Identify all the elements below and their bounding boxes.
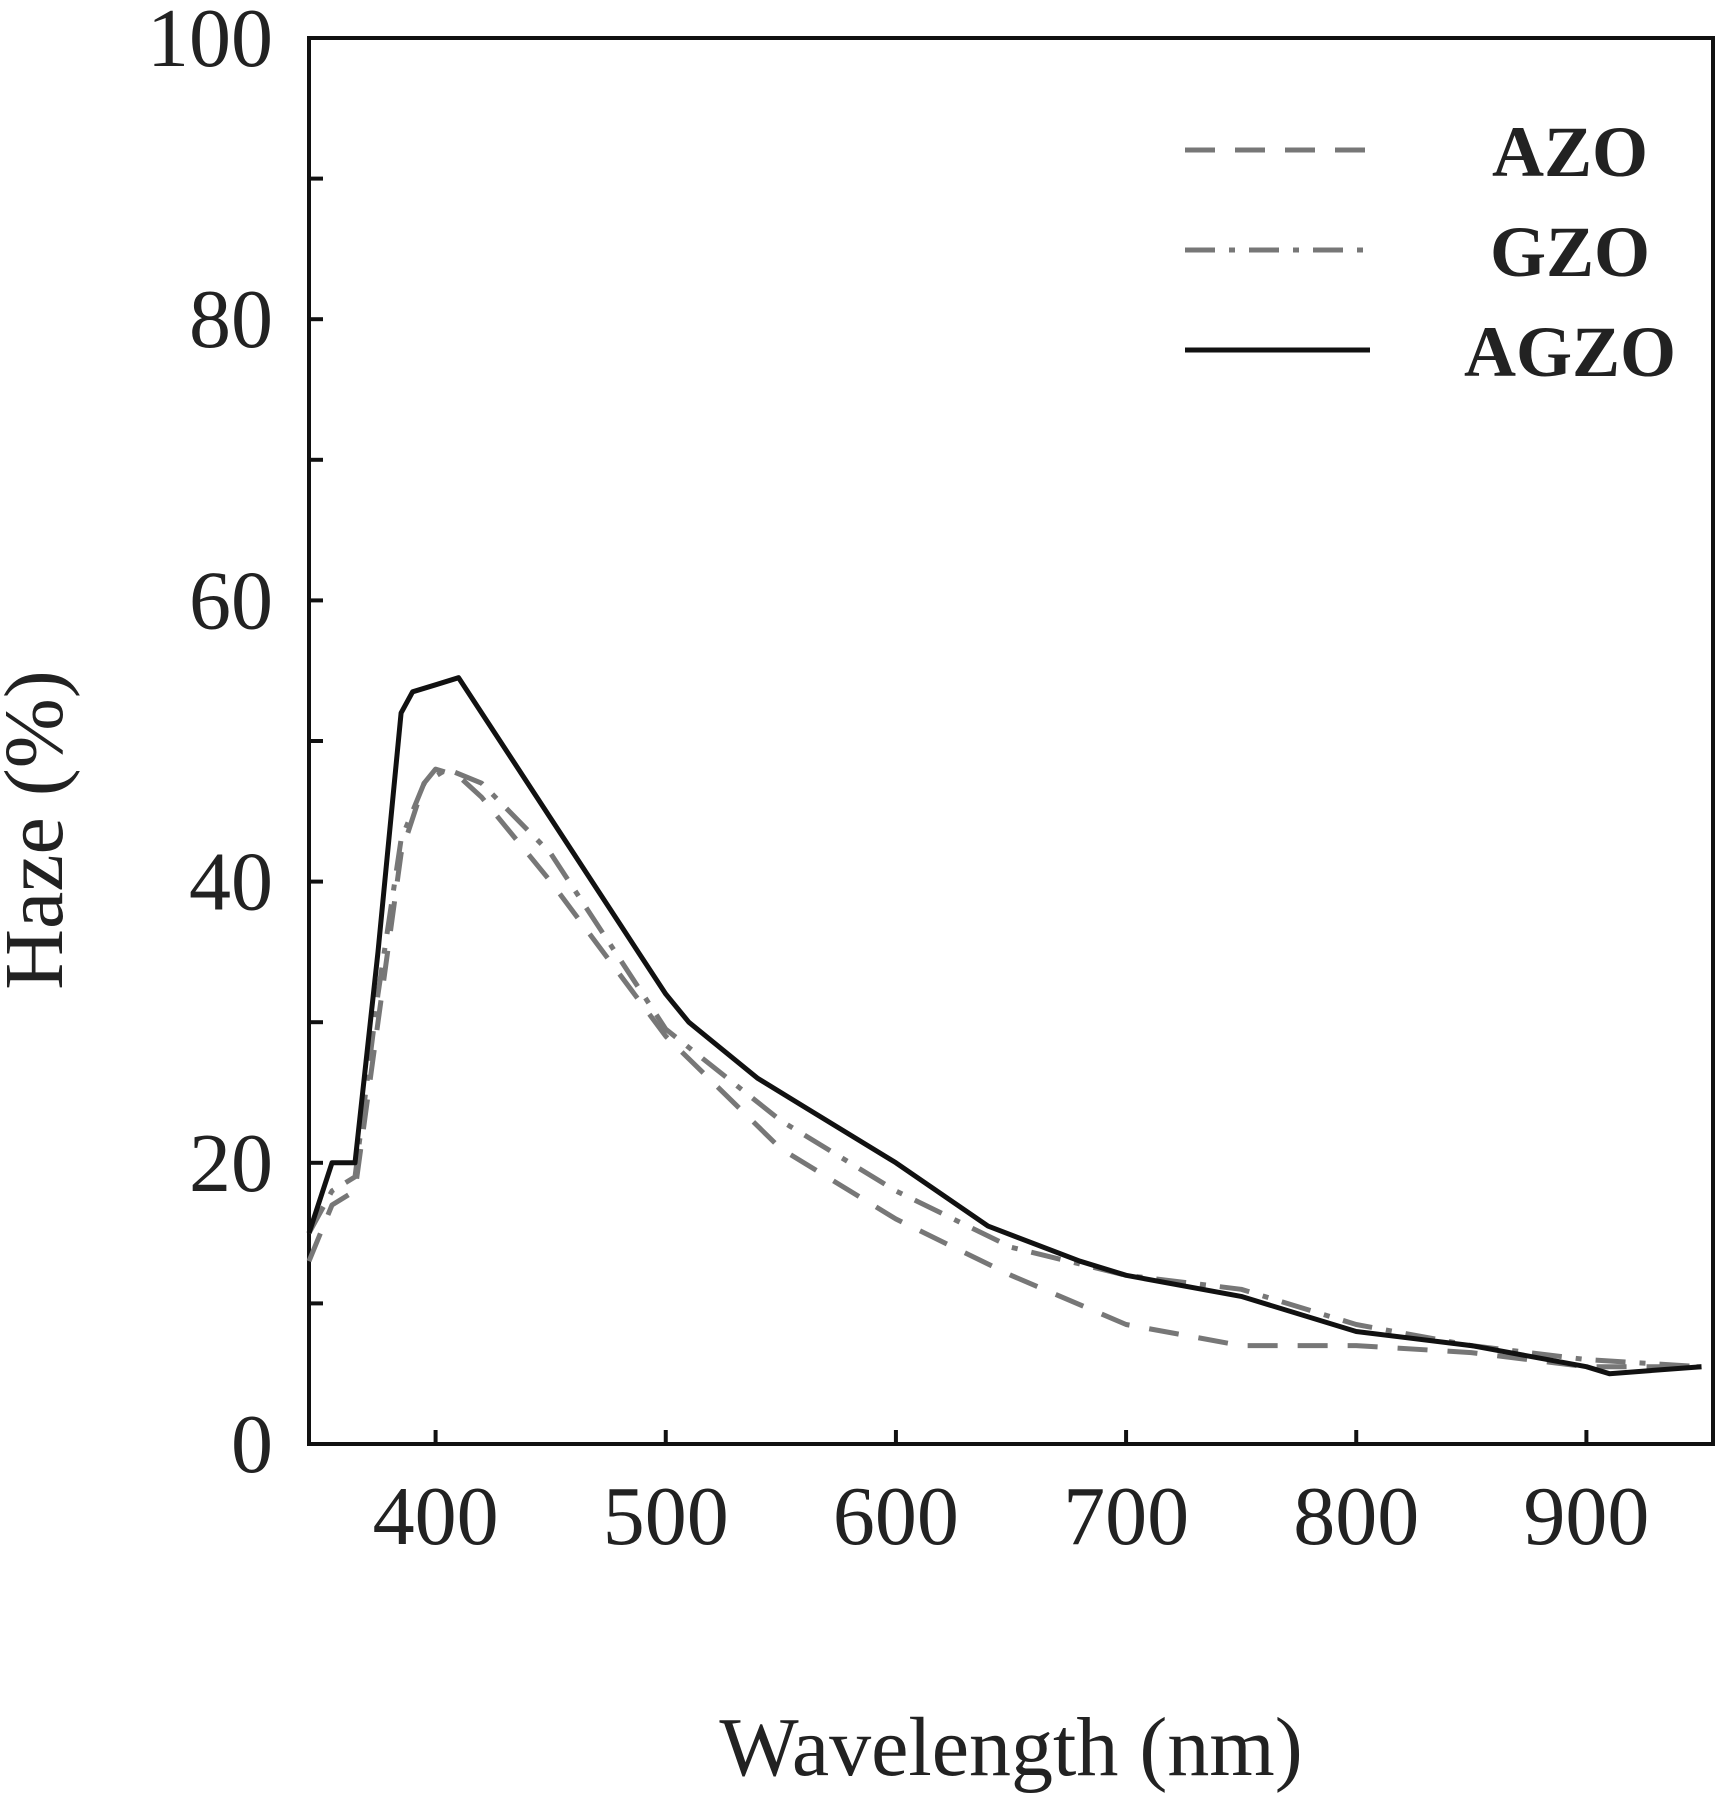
x-tick-label: 900 <box>1523 1470 1649 1563</box>
x-axis-ticks: 400 500 600 700 800 900 <box>373 1430 1649 1563</box>
x-tick-label: 800 <box>1293 1470 1419 1563</box>
y-tick-label: 100 <box>147 0 273 85</box>
series-lines <box>306 675 1702 1377</box>
series-line-agzo <box>306 675 1702 1377</box>
y-tick-label: 60 <box>189 554 273 647</box>
legend: AZO GZO AGZO <box>1185 112 1676 392</box>
x-tick-label: 500 <box>603 1470 729 1563</box>
y-tick-label: 0 <box>231 1398 273 1491</box>
series-line-gzo <box>306 766 1702 1370</box>
x-tick-label: 400 <box>373 1470 499 1563</box>
x-tick-label: 700 <box>1063 1470 1189 1563</box>
legend-label-gzo: GZO <box>1490 212 1650 292</box>
y-tick-label: 20 <box>189 1117 273 1210</box>
y-tick-label: 40 <box>189 836 273 929</box>
legend-label-agzo: AGZO <box>1464 312 1676 392</box>
x-tick-label: 600 <box>833 1470 959 1563</box>
legend-label-azo: AZO <box>1492 112 1648 192</box>
series-line-azo <box>306 766 1702 1370</box>
y-axis-label: Haze (%) <box>0 670 81 989</box>
y-axis-ticks: 0 20 40 60 80 100 <box>147 0 323 1491</box>
x-axis-label: Wavelength (nm) <box>719 1701 1302 1794</box>
y-tick-label: 80 <box>189 273 273 366</box>
